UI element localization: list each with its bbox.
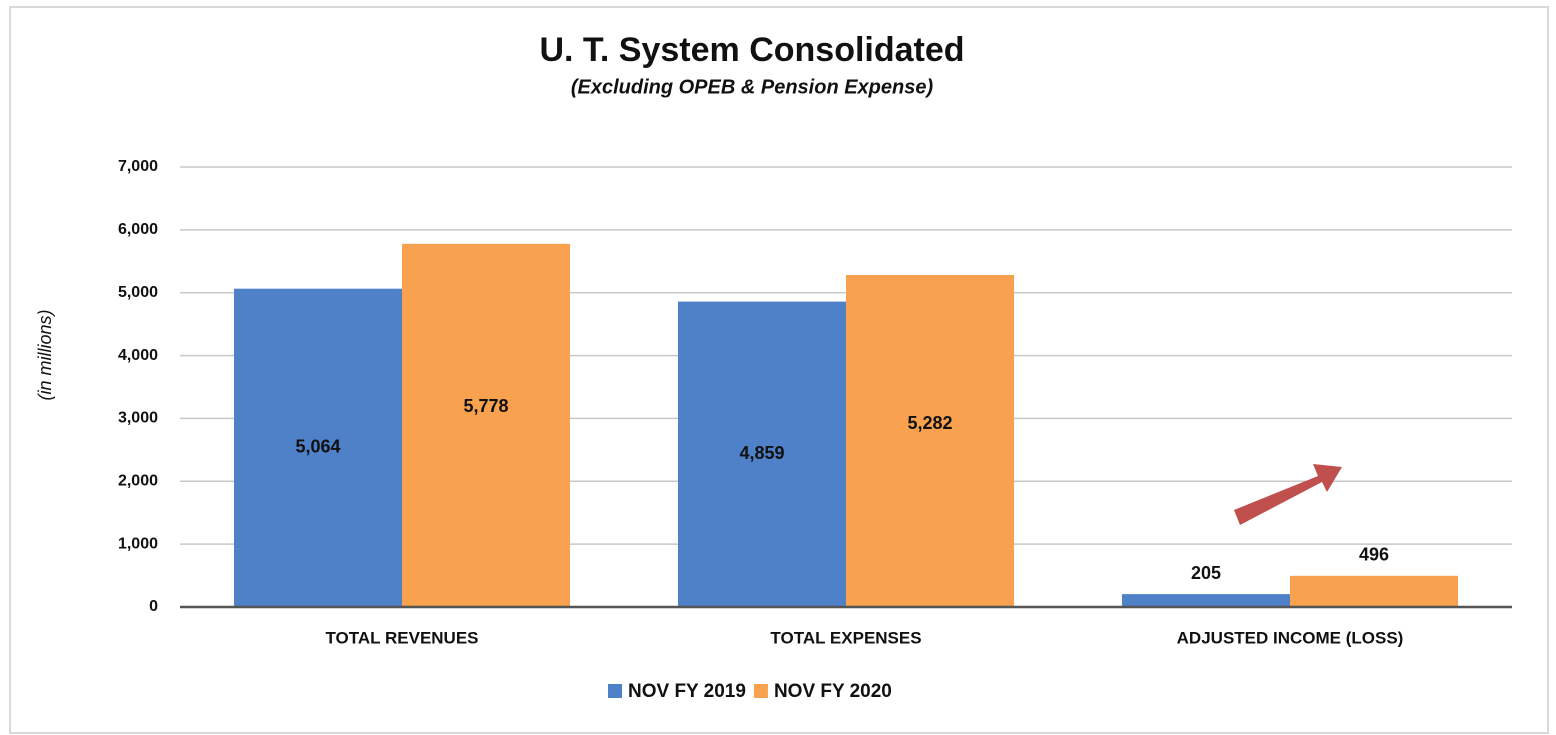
y-tick-label: 3,000 — [118, 410, 158, 427]
bar — [1290, 575, 1458, 607]
y-tick-label: 2,000 — [118, 473, 158, 490]
bar — [1122, 594, 1290, 607]
y-tick-label: 7,000 — [118, 158, 158, 175]
trend-arrow — [1234, 464, 1342, 525]
y-tick-label: 4,000 — [118, 347, 158, 364]
y-tick-label: 6,000 — [118, 221, 158, 238]
y-tick-label: 0 — [149, 598, 158, 615]
legend-swatch — [753, 684, 768, 698]
x-tick-label: ADJUSTED INCOME (LOSS) — [1177, 628, 1404, 647]
legend-label: NOV FY 2019 — [628, 681, 746, 702]
x-tick-label: TOTAL REVENUES — [325, 628, 478, 647]
data-label: 4,859 — [739, 443, 784, 463]
bar — [678, 301, 846, 607]
chart-title: U. T. System Consolidated — [539, 31, 964, 69]
data-label: 496 — [1359, 545, 1389, 565]
data-label: 5,778 — [463, 396, 508, 416]
y-tick-label: 5,000 — [118, 284, 158, 301]
bar — [846, 274, 1014, 607]
y-axis-label: (in millions) — [35, 309, 55, 400]
data-label: 205 — [1191, 563, 1221, 583]
data-label: 5,064 — [295, 437, 340, 457]
chart-subtitle: (Excluding OPEB & Pension Expense) — [571, 76, 934, 98]
x-tick-label: TOTAL EXPENSES — [770, 628, 921, 647]
bar — [402, 243, 570, 607]
legend-label: NOV FY 2020 — [774, 681, 892, 702]
y-tick-label: 1,000 — [118, 535, 158, 552]
data-label: 5,282 — [907, 413, 952, 433]
plot-area: 0 1,000 2,000 3,000 4,000 5,000 6,000 7,000 TOTA… — [118, 158, 1512, 702]
legend-swatch — [608, 684, 622, 698]
bar — [234, 288, 402, 607]
